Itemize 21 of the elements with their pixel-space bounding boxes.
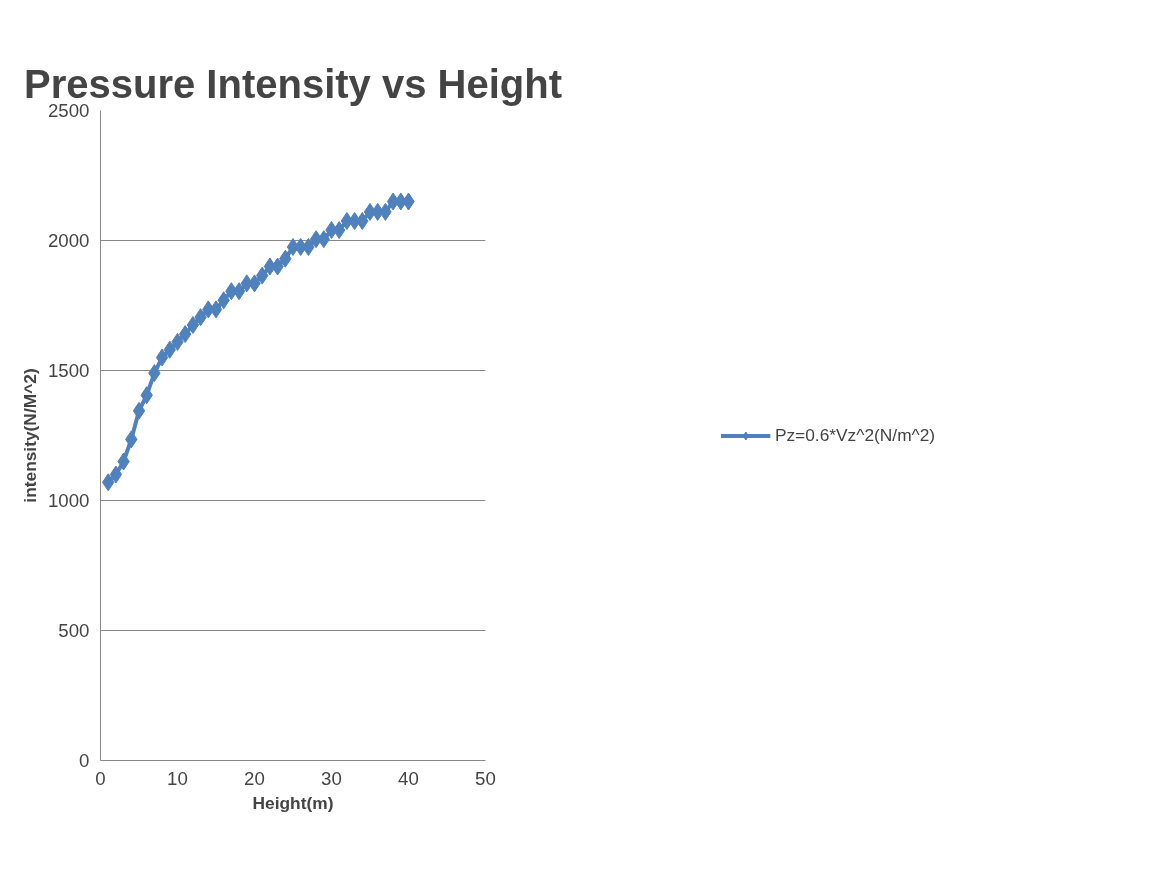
- x-tick-label: 30: [321, 767, 342, 789]
- point: [186, 316, 200, 334]
- point: [109, 465, 123, 484]
- y-tick-label: 2500: [48, 100, 90, 121]
- y-axis-title: intensity(N/M^2): [20, 368, 40, 503]
- x-tick-label: 10: [167, 767, 188, 789]
- point: [155, 348, 169, 367]
- point: [302, 238, 315, 256]
- x-tick-label: 20: [244, 767, 265, 789]
- y-tick-label: 2000: [48, 230, 90, 251]
- y-tick-label: 500: [58, 620, 90, 641]
- x-axis-title: Height(m): [252, 792, 334, 813]
- x-tick-label: 50: [475, 767, 496, 789]
- legend-label: Pz=0.6*Vz^2(N/m^2): [774, 424, 936, 446]
- x-tick-label: 0: [95, 767, 106, 789]
- y-tick-label: 0: [79, 750, 90, 771]
- point: [132, 401, 146, 420]
- y-tick-label: 1500: [48, 360, 90, 381]
- y-tick-label: 1000: [48, 490, 90, 511]
- x-tick-label: 40: [398, 767, 419, 789]
- point: [356, 212, 369, 230]
